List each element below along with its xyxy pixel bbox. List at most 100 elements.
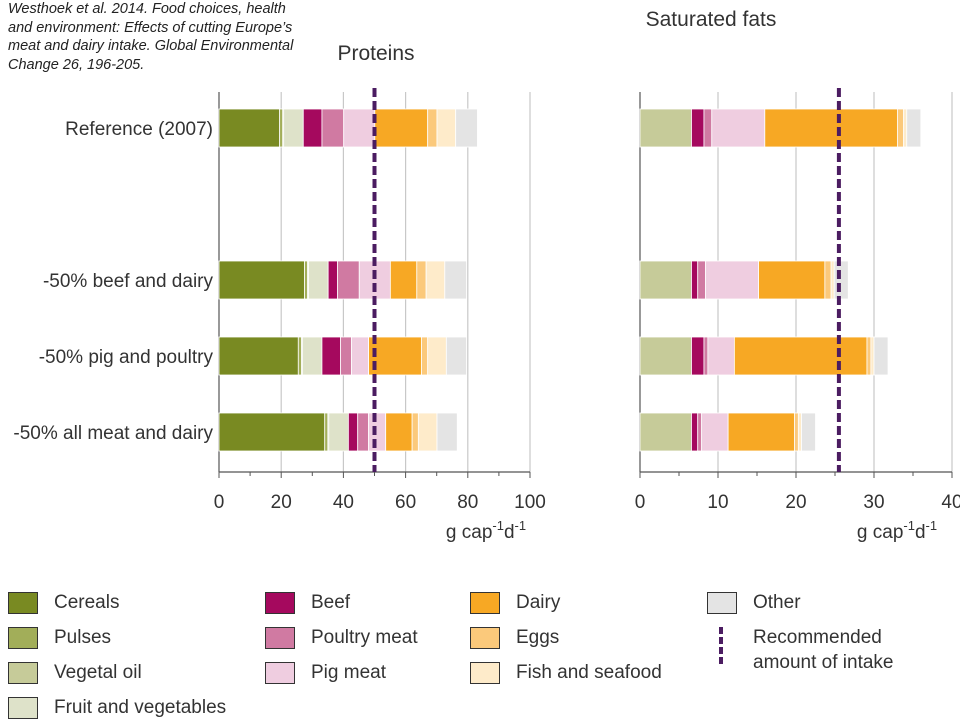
bar-segment-vegetal-oil [639,108,692,148]
bar-segment-cereals [218,336,299,376]
bar-segment-beef [327,260,338,300]
legend-swatch [470,592,500,614]
legend-label: Fish and seafood [516,662,662,683]
bar-segment-beef [691,108,705,148]
bar-segment-poultry-meat [697,412,703,452]
bar-segment-vegetal-oil [639,260,692,300]
bar-segment-dairy [368,336,422,376]
x-axis-label-superscript: -1 [926,518,938,533]
category-label: -50% all meat and dairy [13,423,213,444]
legend-swatch [8,592,38,614]
chart-title: Saturated fats [646,8,777,31]
legend-label: Vegetal oil [54,662,142,683]
legend-label: Fruit and vegetables [54,697,227,718]
category-label: -50% pig and poultry [39,347,214,368]
bar-segment-fruit-and-vegetables [308,260,329,300]
bar-segment-cereals [218,412,326,452]
bar-segment-poultry-meat [340,336,352,376]
bar-segment-other [455,108,478,148]
x-tick-label: 0 [635,492,646,513]
bar-segment-pig-meat [711,108,766,148]
bar-segment-fish-and-seafood [427,336,447,376]
recommended-dash-icon [719,627,723,634]
bar-segment-dairy [733,336,868,376]
bar-segment-fish-and-seafood [870,336,875,376]
legend-label: Pig meat [311,662,386,683]
x-tick-label: 40 [941,492,960,513]
bar-segment-beef [302,108,323,148]
x-tick-label: 100 [514,492,546,513]
bar-segment-poultry-meat [697,260,706,300]
legend-swatch [265,592,295,614]
legend-swatch [707,592,737,614]
legend-swatch [470,662,500,684]
x-tick-label: 0 [214,492,225,513]
bar-segment-fish-and-seafood [830,260,835,300]
x-tick-label: 30 [863,492,884,513]
legend-label: Poultry meat [311,627,418,648]
bar-segment-cereals [218,108,281,148]
bar-segment-dairy [764,108,898,148]
bar-segment-pig-meat [351,336,369,376]
bar-segment-beef [347,412,359,452]
bar-segment-fish-and-seafood [797,412,802,452]
bar-segment-cereals [218,260,305,300]
bar-segment-fruit-and-vegetables [301,336,323,376]
bar-segment-beef [691,336,705,376]
bar-segment-dairy [727,412,795,452]
bar-segment-pulses [324,412,329,452]
bar-segment-vegetal-oil [639,336,692,376]
category-label: -50% beef and dairy [43,271,214,292]
bar-segment-pulses [304,260,309,300]
bar-segment-other [445,336,467,376]
bar-segment-pig-meat [707,336,735,376]
bar-segment-vegetal-oil [639,412,692,452]
bar-segment-fish-and-seafood [425,260,446,300]
bar-segment-pulses [297,336,302,376]
legend-swatch [265,627,295,649]
recommended-dash-icon [719,637,723,644]
recommended-dash-icon [719,647,723,654]
bar-segment-fruit-and-vegetables [328,412,349,452]
bar-segment-dairy [385,412,413,452]
recommended-dash-icon [719,657,723,664]
legend-label: Pulses [54,627,112,648]
bar-segment-other [833,260,849,300]
bar-segment-beef [691,412,699,452]
chart-title: Proteins [337,42,414,65]
bar-segment-dairy [389,260,418,300]
bar-segment-eggs [794,412,799,452]
legend-label: Beef [311,592,351,613]
bar-segment-beef [691,260,699,300]
bar-segment-poultry-meat [703,108,713,148]
bar-segment-eggs [824,260,832,300]
x-axis-label-text: d [504,522,515,543]
legend-label: Other [753,592,801,613]
bar-segment-other [444,260,467,300]
bar-segment-eggs [897,108,905,148]
legend-label: Cereals [54,592,120,613]
x-tick-label: 60 [395,492,416,513]
legend-swatch [265,662,295,684]
x-axis-label: g cap-1d-1 [446,518,526,543]
x-tick-label: 20 [271,492,292,513]
x-axis-label-text: g cap [446,522,492,543]
bar-segment-eggs [411,412,419,452]
bar-segment-other [873,336,889,376]
bar-segment-fish-and-seafood [903,108,908,148]
bar-segment-eggs [866,336,872,376]
x-axis-label-text: d [915,522,926,543]
bar-segment-other [801,412,816,452]
x-axis-label-text: g cap [857,522,903,543]
bar-segment-poultry-meat [703,336,709,376]
chart-proteins: Proteins 0 20 40 60 80 100 g cap-1d-1 Reference … [13,42,545,543]
category-label: Reference (2007) [65,119,213,140]
bar-segment-poultry-meat [337,260,360,300]
x-tick-label: 80 [457,492,478,513]
x-axis-label-superscript: -1 [903,518,915,533]
bar-segment-pig-meat [343,108,376,148]
x-tick-label: 40 [333,492,354,513]
bar-segment-pig-meat [358,260,391,300]
bar-segment-pig-meat [705,260,759,300]
